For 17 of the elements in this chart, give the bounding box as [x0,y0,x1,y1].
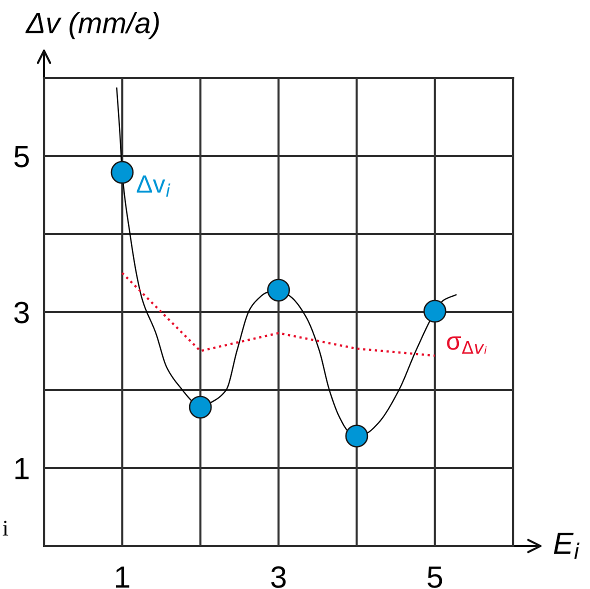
x-tick-label: 5 [428,566,442,588]
y-tick-label: 1 [15,458,29,480]
point [423,300,446,323]
series-label: σ$_{Δvᵢ}$ [447,336,487,354]
line-series [121,272,436,357]
point [267,278,290,302]
x-axis-title: E$_{i}$ [554,532,580,559]
series-label: Δv$_{i}$ [136,175,170,197]
x-tick-label: 3 [271,566,286,588]
x-tick-label: 1 [116,566,130,588]
y-tick-label: 5 [14,146,29,168]
point [110,160,134,184]
text: i [2,520,8,536]
point [188,396,212,419]
y-tick-label: 3 [14,302,29,324]
y-axis-title: Δv (mm/a) [25,12,159,40]
point [345,424,368,448]
